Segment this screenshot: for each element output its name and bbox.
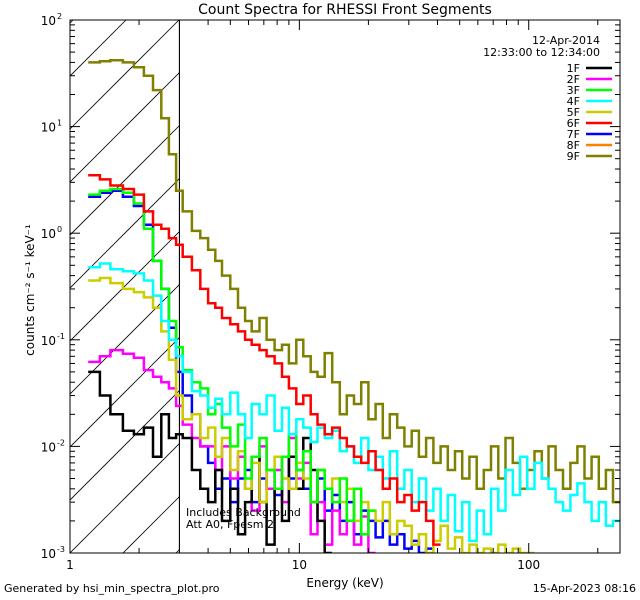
x-axis-label: Energy (keV) xyxy=(306,576,383,590)
legend-label: 3F xyxy=(567,84,580,97)
series-6F xyxy=(88,173,441,546)
hatch-line xyxy=(70,20,180,130)
y-tick-exponent: 2 xyxy=(57,12,62,21)
legend-label: 6F xyxy=(567,117,580,130)
chart-title: Count Spectra for RHESSI Front Segments xyxy=(198,2,492,18)
y-tick-label: 10 xyxy=(41,334,56,348)
hatch-line xyxy=(70,20,233,183)
y-tick-exponent: -3 xyxy=(57,545,65,554)
legend-label: 9F xyxy=(567,150,580,163)
y-tick-exponent: 0 xyxy=(57,225,62,234)
series-3F xyxy=(88,187,376,536)
y-tick-exponent: -2 xyxy=(57,438,65,447)
y-tick-label: 10 xyxy=(41,547,56,561)
footer-generated-by: Generated by hsi_min_spectra_plot.pro xyxy=(4,582,220,595)
legend-label: 1F xyxy=(567,62,580,75)
time-range-label: 12:33:00 to 12:34:00 xyxy=(483,46,600,59)
legend-label: 7F xyxy=(567,128,580,141)
legend-label: 4F xyxy=(567,95,580,108)
hatch-line xyxy=(70,20,127,77)
y-axis-label: counts cm⁻² s⁻¹ keV⁻¹ xyxy=(23,224,37,356)
date-label: 12-Apr-2014 xyxy=(532,34,600,47)
legend-label: 8F xyxy=(567,139,580,152)
y-tick-exponent: 1 xyxy=(57,119,62,128)
annotation-background: Includes Background xyxy=(186,506,301,519)
hatch-mask xyxy=(179,20,620,553)
x-tick-label: 10 xyxy=(292,558,307,572)
hatched-region xyxy=(0,20,620,553)
x-tick-label: 100 xyxy=(517,558,540,572)
y-tick-label: 10 xyxy=(41,227,56,241)
hatch-line xyxy=(0,20,20,553)
y-tick-exponent: -1 xyxy=(57,332,65,341)
y-tick-label: 10 xyxy=(41,121,56,135)
footer-timestamp: 15-Apr-2023 08:16 xyxy=(532,582,636,595)
series-layer xyxy=(88,58,620,553)
y-tick-label: 10 xyxy=(41,14,56,28)
annotation-attenuator: Att A0, Fpesm 2 xyxy=(186,518,274,531)
series-9F xyxy=(88,58,620,504)
legend-label: 2F xyxy=(567,73,580,86)
y-tick-label: 10 xyxy=(41,440,56,454)
plot-frame xyxy=(69,19,621,554)
legend-label: 5F xyxy=(567,106,580,119)
x-tick-label: 1 xyxy=(66,558,74,572)
